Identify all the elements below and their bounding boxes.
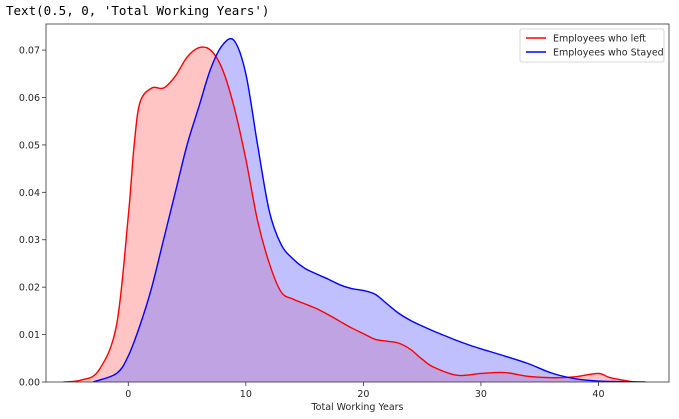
- x-tick-label: 20: [357, 389, 369, 400]
- legend: Employees who left Employees who Stayed: [519, 28, 665, 63]
- series-area-1: [93, 38, 646, 382]
- x-tick-label: 30: [475, 389, 487, 400]
- series-line-1: [92, 37, 646, 382]
- legend-label-left: Employees who left: [553, 34, 646, 45]
- y-tick-label: 0.06: [19, 93, 40, 104]
- y-tick-label: 0.04: [19, 188, 40, 199]
- legend-box: [519, 28, 665, 63]
- x-tick-label: 10: [240, 389, 252, 400]
- y-tick-label: 0.03: [19, 235, 40, 246]
- legend-label-stayed: Employees who Stayed: [553, 48, 664, 59]
- output-text: Text(0.5, 0, 'Total Working Years'): [6, 3, 270, 18]
- y-tick-label: 0.05: [19, 140, 40, 151]
- y-tick-label: 0.07: [19, 46, 40, 57]
- plot-frame: [45, 23, 670, 383]
- series-line-0: [63, 46, 634, 382]
- y-tick-label: 0.01: [19, 330, 40, 341]
- x-tick-label: 40: [592, 389, 604, 400]
- x-axis-label: Total Working Years: [310, 402, 403, 413]
- y-tick-label: 0.02: [19, 283, 40, 294]
- x-tick-label: 0: [125, 389, 131, 400]
- y-tick-label: 0.00: [19, 378, 40, 389]
